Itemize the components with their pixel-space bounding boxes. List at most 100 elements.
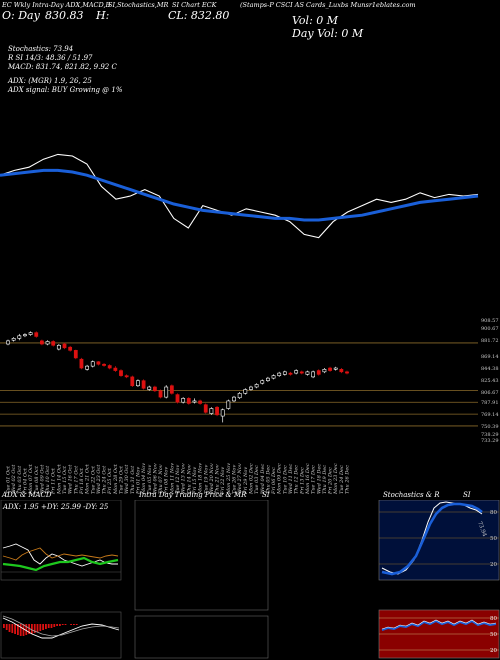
x-tick-label: Fri 13 Dec	[299, 467, 305, 495]
candle-body	[243, 389, 248, 394]
macd-histogram-bar	[42, 624, 44, 630]
candle-body	[56, 344, 61, 350]
stochastics-readout: Stochastics: 73.94	[8, 45, 74, 53]
stoch-value-label: 73.94	[476, 521, 487, 538]
x-tick-label: Fri 29 Nov	[243, 467, 249, 495]
x-tick-label: Mon 14 Oct	[56, 463, 62, 495]
candle-body	[249, 386, 253, 390]
candle-body	[237, 393, 242, 399]
x-tick-label: Tue 15 Oct	[62, 465, 68, 494]
adx-readout: ADX: (MGR) 1.9, 26, 25	[8, 77, 92, 85]
candle-body	[141, 380, 146, 389]
candle-body	[254, 384, 259, 388]
x-tick-label: Thu 26 Dec	[345, 465, 351, 494]
x-tick-label: Tue 26 Nov	[232, 465, 238, 494]
y-tick-label: 750.39	[481, 424, 499, 430]
candle-body	[192, 400, 197, 403]
macd-histogram-bar	[17, 624, 19, 635]
intraday-price-frame	[134, 500, 269, 611]
rsi-level-label-80: 80	[490, 616, 497, 622]
candle-body	[294, 370, 299, 374]
stoch-level-label-80: 80	[490, 510, 497, 516]
candle-body	[102, 363, 106, 366]
x-tick-label: Thu 07 Nov	[158, 464, 164, 494]
x-tick-label: Fri 01 Nov	[135, 467, 141, 495]
x-tick-label: Thu 17 Oct	[73, 465, 79, 494]
x-tick-label: Thu 21 Nov	[215, 464, 221, 494]
candle-body	[158, 390, 163, 398]
x-tick-label: Mon 09 Dec	[277, 463, 283, 495]
x-tick-label: Wed 30 Oct	[124, 464, 130, 494]
volume-label: Vol: 0 M	[292, 14, 339, 27]
x-tick-label: Thu 10 Oct	[45, 465, 51, 494]
y-tick-label: 738.29	[481, 432, 499, 438]
x-tick-label: Fri 06 Dec	[271, 467, 277, 495]
macd-histogram-bar	[8, 624, 11, 632]
macd-histogram-bar	[36, 624, 39, 632]
macd-histogram-bar	[3, 624, 5, 628]
macd-readout: MACD: 831.74, 821.82, 9.92 C	[8, 63, 117, 71]
candle-body	[113, 367, 118, 371]
macd-histogram-bar	[47, 624, 50, 628]
stoch-panel-title: Stochastics & R	[383, 491, 440, 499]
candle-body	[79, 358, 84, 369]
stoch-panel-title-suffix: SI	[463, 491, 471, 499]
y-tick-label: 900.67	[481, 326, 499, 332]
candle-body	[23, 334, 27, 337]
candle-body	[271, 375, 276, 379]
open-value: 830.83	[45, 9, 84, 22]
candle-body	[107, 365, 112, 369]
candle-body	[299, 371, 304, 374]
macd-histogram-bar	[45, 624, 47, 629]
x-tick-label: Wed 11 Dec	[288, 464, 294, 494]
candle-body	[175, 394, 180, 403]
macd-histogram-bar	[39, 624, 42, 631]
x-tick-label: Thu 31 Oct	[130, 465, 136, 494]
x-tick-label: Tue 05 Nov	[147, 465, 153, 494]
candle-body	[136, 380, 140, 387]
x-tick-label: Wed 27 Nov	[237, 463, 243, 494]
rsi-line-overlay	[381, 619, 497, 630]
candle-body	[68, 346, 73, 351]
x-tick-label: Mon 02 Dec	[248, 463, 254, 495]
x-tick-label: Thu 12 Dec	[294, 465, 300, 494]
candle-body	[147, 386, 152, 390]
candle-body	[220, 409, 225, 417]
price-line	[0, 153, 479, 239]
macd-histogram-bar	[28, 624, 30, 634]
x-tick-label: Wed 04 Dec	[260, 464, 266, 494]
candle-body	[90, 361, 95, 367]
y-tick-label: 908.57	[481, 318, 499, 324]
intraday-panel	[134, 500, 269, 659]
chart-title-left: EC Wkly Intra-Day ADX,MACD,B	[2, 1, 111, 9]
open-label: O: Day	[2, 9, 40, 22]
candle-body	[34, 332, 39, 337]
x-tick-label: Thu 19 Dec	[322, 465, 328, 494]
x-tick-label: Thu 03 Oct	[17, 465, 23, 494]
x-tick-label: Wed 09 Oct	[39, 464, 45, 494]
candle-body	[328, 367, 332, 371]
candle-body	[39, 340, 44, 345]
ema-line	[0, 168, 479, 222]
day-volume-label: Day Vol: 0 M	[292, 27, 364, 40]
x-tick-label: Tue 12 Nov	[175, 465, 181, 494]
candle-body	[17, 335, 22, 339]
adx-values-text: ADX: 1.95 +DY: 25.99 -DY: 25	[2, 503, 109, 511]
y-tick-label: 787.91	[481, 400, 499, 406]
macd-histogram-bar	[61, 624, 64, 625]
candle-body	[119, 370, 123, 376]
candle-body	[305, 371, 310, 375]
x-tick-label: Tue 22 Oct	[90, 465, 96, 494]
rsi-level-label-50: 50	[490, 632, 497, 638]
chart-title-right: SI Chart ECK	[172, 1, 217, 9]
x-tick-label: Fri 20 Dec	[328, 467, 334, 495]
macd-histogram-bar	[50, 624, 53, 628]
candle-body	[345, 371, 349, 374]
x-tick-label: Thu 14 Nov	[186, 464, 192, 494]
x-tick-label: Tue 19 Nov	[203, 465, 209, 494]
rsi-readout: R SI 14/3: 48.36 / 51.97	[8, 54, 93, 62]
x-tick-label: Wed 06 Nov	[152, 463, 158, 494]
x-tick-label: Wed 16 Oct	[68, 464, 74, 494]
overview-line-chart	[0, 153, 479, 239]
candle-body	[215, 406, 219, 416]
